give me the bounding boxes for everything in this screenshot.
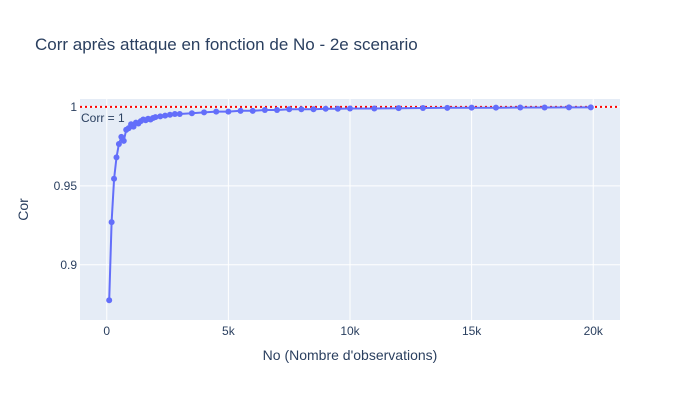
data-point [152,114,159,121]
data-point [213,108,220,115]
data-point [565,104,572,111]
data-point [111,175,118,182]
y-axis-label: Cor [15,198,31,221]
x-tick-label: 20k [584,324,604,338]
data-point [444,104,451,111]
data-point [419,104,426,111]
tick-labels: 0 5k 10k 15k 20k 0.9 0.95 1 [54,100,604,338]
data-point [347,105,353,112]
data-point [298,106,305,113]
y-tick-label: 0.95 [54,179,78,193]
series-group [106,104,594,304]
x-axis-label: No (Nombre d'observations) [263,347,438,363]
data-point [310,106,317,113]
data-point [334,105,341,112]
y-tick-label: 0.9 [60,258,77,272]
data-point [541,104,548,111]
data-point [249,107,256,114]
data-point [261,107,268,114]
chart-title: Corr après attaque en fonction de No - 2… [35,35,418,54]
data-point [286,106,293,113]
x-tick-label: 5k [222,324,236,338]
data-point [225,108,232,115]
data-point [395,105,402,112]
data-point [237,107,244,114]
data-point [517,104,524,111]
x-tick-label: 15k [462,324,482,338]
data-point [587,104,594,111]
data-point [120,137,127,144]
data-point [115,140,122,147]
data-point [108,219,115,226]
data-point [113,154,120,161]
data-point [322,105,329,112]
data-point [201,109,208,116]
y-tick-label: 1 [70,100,77,114]
data-point [162,112,169,119]
data-point [492,104,499,111]
data-point [371,105,378,112]
data-point [176,110,183,117]
data-point [274,107,281,114]
data-point [468,104,475,111]
data-point [106,297,113,304]
data-point [167,111,173,118]
x-tick-label: 0 [103,324,110,338]
data-point [157,113,164,120]
x-tick-label: 10k [340,324,360,338]
data-point [171,110,178,117]
data-point [188,110,195,117]
reference-line-label: Corr = 1 [81,111,125,125]
